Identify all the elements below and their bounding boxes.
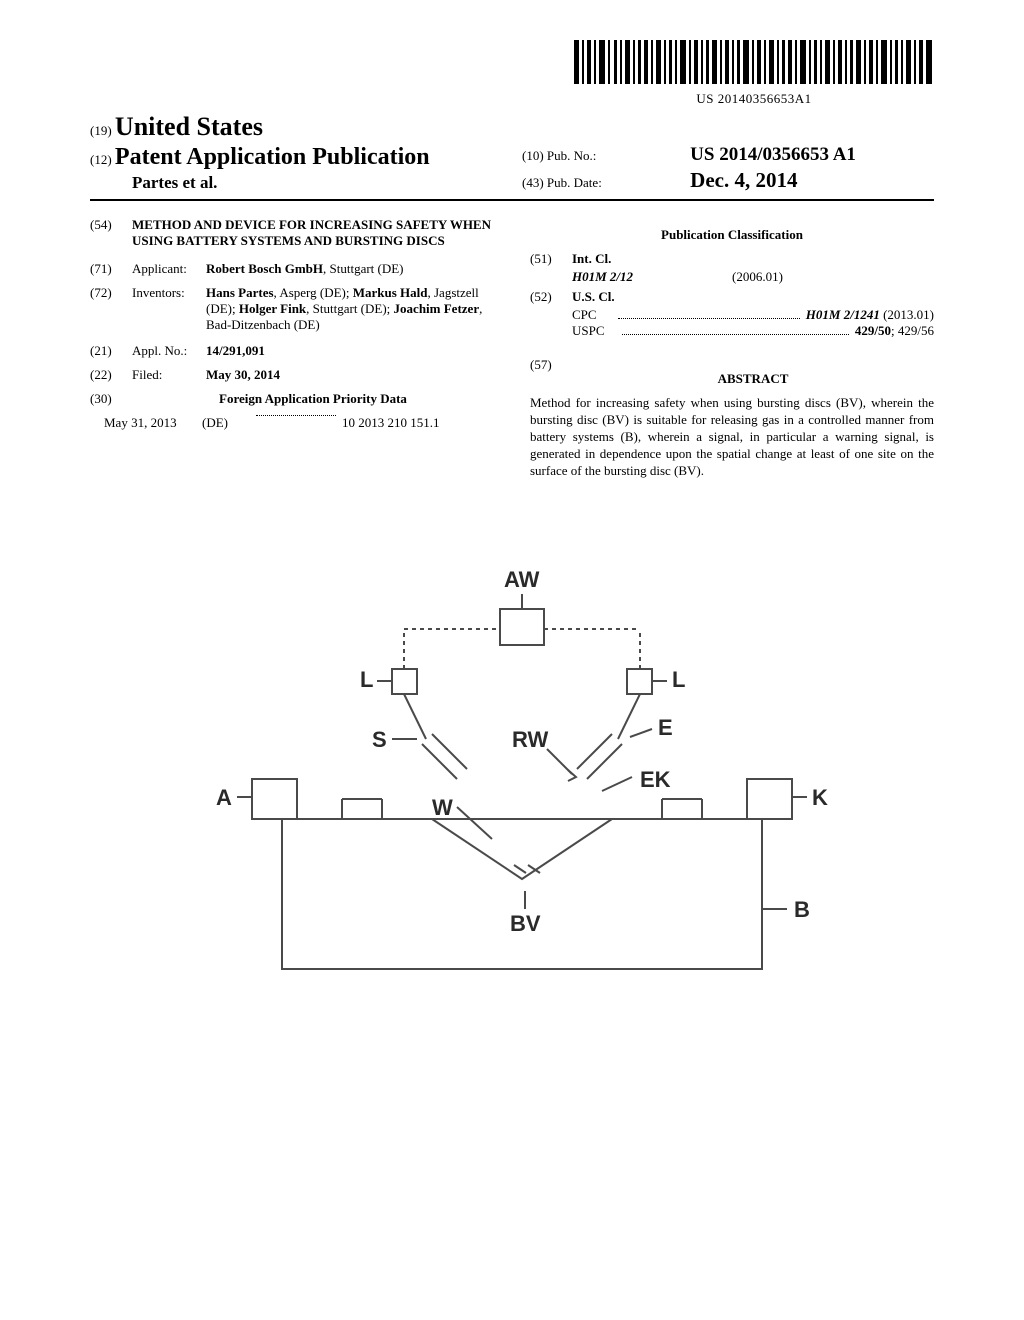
code-54: (54) [90,217,132,249]
figure-label-S: S [372,727,387,752]
field-filed: (22) Filed: May 30, 2014 [90,367,494,383]
priority-heading: Foreign Application Priority Data [132,391,494,407]
priority-country: (DE) [202,415,250,431]
priority-date: May 31, 2013 [104,415,202,431]
cpc-label: CPC [572,307,612,323]
figure-label-W: W [432,795,453,820]
title-text: METHOD AND DEVICE FOR INCREASING SAFETY … [132,217,494,249]
priority-entry: May 31, 2013 (DE) 10 2013 210 151.1 [90,415,494,431]
figure-label-L: L [360,667,373,692]
uspc-rest: ; 429/56 [891,323,934,338]
figure-label-AW: AW [504,567,540,592]
code-52: (52) [530,289,572,305]
pub-date-value: Dec. 4, 2014 [690,168,797,192]
barcode-region: US 20140356653A1 [90,40,934,108]
priority-number: 10 2013 210 151.1 [342,415,440,431]
pub-no-value: US 2014/0356653 A1 [690,144,856,165]
dots-leader [618,318,800,319]
uspc-bold: 429/50 [855,323,891,338]
figure-label-A: A [216,785,232,810]
country-name: United States [115,112,263,141]
dots-leader [622,334,849,335]
figure-label-B: B [794,897,810,922]
filed-label: Filed: [132,367,206,383]
figure-label-BV: BV [510,911,541,936]
intcl-value: H01M 2/12 (2006.01) [530,269,934,285]
abstract-heading: ABSTRACT [572,371,934,387]
code-51: (51) [530,251,572,267]
applicant-value: Robert Bosch GmbH, Stuttgart (DE) [206,261,494,277]
appl-no-bold: 14/291,091 [206,343,265,358]
uspc-line: USPC 429/50; 429/56 [530,323,934,339]
patent-figure: AW L L S E RW EK A W K BV B [90,539,934,984]
inventors-value: Hans Partes, Asperg (DE); Markus Hald, J… [206,285,494,333]
intcl-row: (51) Int. Cl. [530,251,934,267]
cpc-value: H01M 2/1241 (2013.01) [806,307,934,323]
barcode-graphic: US 20140356653A1 [574,40,934,107]
code-19: (19) [90,123,112,138]
figure-label-E: E [658,715,673,740]
left-column: (54) METHOD AND DEVICE FOR INCREASING SA… [90,217,494,479]
code-57: (57) [530,357,572,395]
uspc-label: USPC [572,323,616,339]
field-appl-no: (21) Appl. No.: 14/291,091 [90,343,494,359]
pub-no-label: Pub. No.: [547,148,687,164]
figure-label-EK: EK [640,767,671,792]
field-title: (54) METHOD AND DEVICE FOR INCREASING SA… [90,217,494,249]
intcl-class: H01M 2/12 [572,269,672,285]
abstract-text: Method for increasing safety when using … [530,395,934,479]
figure-label-RW: RW [512,727,548,752]
cpc-line: CPC H01M 2/1241 (2013.01) [530,307,934,323]
right-column: Publication Classification (51) Int. Cl.… [530,217,934,479]
cpc-rest: (2013.01) [880,307,934,322]
code-21: (21) [90,343,132,359]
field-inventors: (72) Inventors: Hans Partes, Asperg (DE)… [90,285,494,333]
field-applicant: (71) Applicant: Robert Bosch GmbH, Stutt… [90,261,494,277]
dots-leader [256,415,336,416]
intcl-edition: (2006.01) [732,269,783,285]
applicant-name-bold: Robert Bosch GmbH [206,261,323,276]
code-22: (22) [90,367,132,383]
field-priority-heading: (30) Foreign Application Priority Data [90,391,494,407]
code-72: (72) [90,285,132,333]
applicant-label: Applicant: [132,261,206,277]
barcode-number: US 20140356653A1 [574,91,934,107]
inventors-label: Inventors: [132,285,206,333]
code-71: (71) [90,261,132,277]
filed-date-bold: May 30, 2014 [206,367,280,382]
uscl-label: U.S. Cl. [572,289,615,305]
code-43: (43) [522,175,544,190]
header-block: (19) United States (12) Patent Applicati… [90,112,934,201]
code-30: (30) [90,391,132,407]
appl-value: 14/291,091 [206,343,494,359]
figure-label-K: K [812,785,828,810]
filed-value: May 30, 2014 [206,367,494,383]
code-10: (10) [522,148,544,163]
appl-label: Appl. No.: [132,343,206,359]
publication-classification-heading: Publication Classification [530,227,934,243]
pub-date-label: Pub. Date: [547,175,687,191]
code-12: (12) [90,152,112,167]
intcl-label: Int. Cl. [572,251,611,267]
uspc-value: 429/50; 429/56 [855,323,934,339]
header-authors: Partes et al. [90,173,502,193]
applicant-rest: , Stuttgart (DE) [323,261,404,276]
figure-label-L: L [672,667,685,692]
cpc-bold: H01M 2/1241 [806,307,880,322]
publication-type: Patent Application Publication [115,144,430,170]
uscl-row: (52) U.S. Cl. [530,289,934,305]
